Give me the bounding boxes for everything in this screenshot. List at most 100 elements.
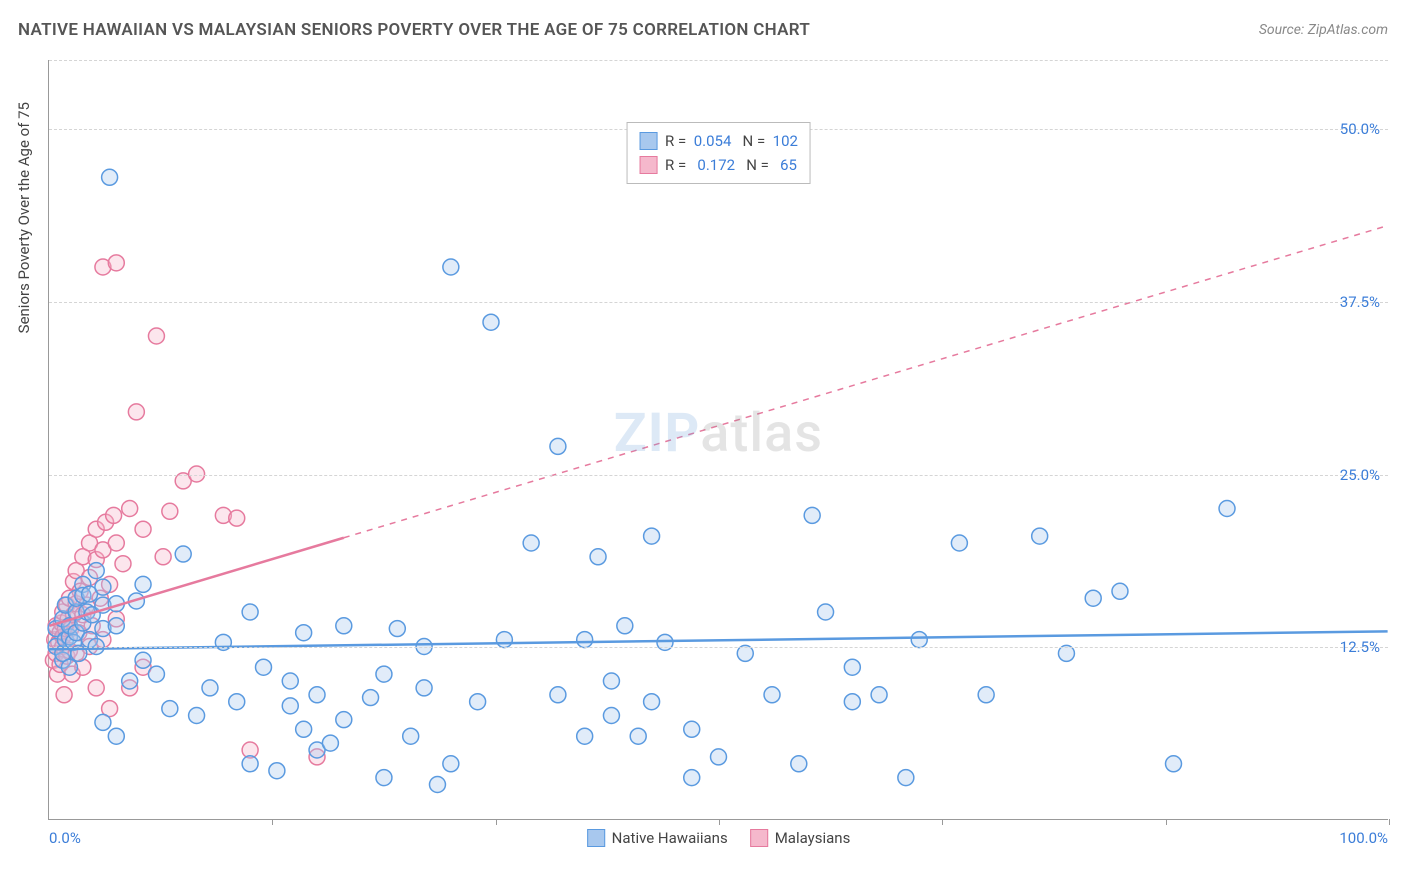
legend-item-malaysians: Malaysians xyxy=(750,829,851,847)
point-hawaiians xyxy=(189,708,205,724)
point-hawaiians xyxy=(389,621,405,637)
point-hawaiians xyxy=(644,694,660,710)
point-hawaiians xyxy=(416,680,432,696)
point-hawaiians xyxy=(603,708,619,724)
point-hawaiians xyxy=(108,728,124,744)
point-hawaiians xyxy=(764,687,780,703)
point-malaysians xyxy=(148,328,164,344)
point-hawaiians xyxy=(1112,583,1128,599)
point-hawaiians xyxy=(135,652,151,668)
point-hawaiians xyxy=(282,673,298,689)
swatch-malaysians xyxy=(639,156,657,174)
point-hawaiians xyxy=(175,546,191,562)
point-hawaiians xyxy=(282,698,298,714)
point-malaysians xyxy=(229,510,245,526)
point-hawaiians xyxy=(148,666,164,682)
point-hawaiians xyxy=(1219,501,1235,517)
point-hawaiians xyxy=(61,659,77,675)
point-malaysians xyxy=(106,507,122,523)
chart-plot-area: 12.5%25.0%37.5%50.0% 0.0% 100.0% ZIPatla… xyxy=(48,60,1388,820)
point-hawaiians xyxy=(443,259,459,275)
point-hawaiians xyxy=(95,579,111,595)
x-axis-max-label: 100.0% xyxy=(1339,829,1388,847)
chart-title: NATIVE HAWAIIAN VS MALAYSIAN SENIORS POV… xyxy=(18,20,810,40)
point-hawaiians xyxy=(322,735,338,751)
swatch-malaysians xyxy=(750,829,768,847)
point-hawaiians xyxy=(470,694,486,710)
stats-text: R = 0.054 N = 102 xyxy=(665,129,798,153)
y-tick-label: 37.5% xyxy=(1340,293,1380,311)
source-attribution: Source: ZipAtlas.com xyxy=(1259,22,1388,38)
gridline xyxy=(49,302,1388,303)
legend-item-hawaiians: Native Hawaiians xyxy=(587,829,728,847)
point-hawaiians xyxy=(296,721,312,737)
point-hawaiians xyxy=(630,728,646,744)
point-hawaiians xyxy=(256,659,272,675)
point-hawaiians xyxy=(603,673,619,689)
point-hawaiians xyxy=(617,618,633,634)
point-hawaiians xyxy=(162,701,178,717)
point-hawaiians xyxy=(711,749,727,765)
point-hawaiians xyxy=(296,625,312,641)
point-malaysians xyxy=(122,501,138,517)
point-hawaiians xyxy=(376,770,392,786)
legend-label: Malaysians xyxy=(775,829,851,847)
point-hawaiians xyxy=(269,763,285,779)
point-hawaiians xyxy=(590,549,606,565)
point-hawaiians xyxy=(108,618,124,634)
point-malaysians xyxy=(108,255,124,271)
point-hawaiians xyxy=(791,756,807,772)
stats-row-malaysians: R = 0.172 N = 65 xyxy=(639,153,798,177)
point-malaysians xyxy=(108,535,124,551)
point-hawaiians xyxy=(804,507,820,523)
point-hawaiians xyxy=(309,687,325,703)
point-malaysians xyxy=(56,687,72,703)
point-malaysians xyxy=(155,549,171,565)
point-hawaiians xyxy=(229,694,245,710)
x-tick xyxy=(1166,819,1167,825)
point-hawaiians xyxy=(403,728,419,744)
y-tick-label: 50.0% xyxy=(1340,120,1380,138)
point-hawaiians xyxy=(978,687,994,703)
point-hawaiians xyxy=(336,618,352,634)
point-hawaiians xyxy=(242,604,258,620)
y-tick-label: 25.0% xyxy=(1340,466,1380,484)
point-hawaiians xyxy=(550,438,566,454)
gridline xyxy=(49,475,1388,476)
point-hawaiians xyxy=(871,687,887,703)
point-hawaiians xyxy=(496,632,512,648)
point-hawaiians xyxy=(523,535,539,551)
stats-text: R = 0.172 N = 65 xyxy=(665,153,797,177)
point-hawaiians xyxy=(577,728,593,744)
point-hawaiians xyxy=(550,687,566,703)
point-hawaiians xyxy=(898,770,914,786)
x-tick xyxy=(942,819,943,825)
point-hawaiians xyxy=(1166,756,1182,772)
point-malaysians xyxy=(88,680,104,696)
point-hawaiians xyxy=(242,756,258,772)
point-hawaiians xyxy=(336,712,352,728)
x-tick xyxy=(719,819,720,825)
x-axis-min-label: 0.0% xyxy=(49,829,81,847)
swatch-hawaiians xyxy=(639,132,657,150)
header: NATIVE HAWAIIAN VS MALAYSIAN SENIORS POV… xyxy=(18,20,1388,40)
y-axis-label: Seniors Poverty Over the Age of 75 xyxy=(15,102,33,333)
point-hawaiians xyxy=(577,632,593,648)
point-malaysians xyxy=(162,503,178,519)
point-hawaiians xyxy=(443,756,459,772)
point-malaysians xyxy=(115,556,131,572)
x-tick xyxy=(272,819,273,825)
legend-label: Native Hawaiians xyxy=(612,829,728,847)
point-hawaiians xyxy=(376,666,392,682)
point-hawaiians xyxy=(1032,528,1048,544)
gridline xyxy=(49,647,1388,648)
point-hawaiians xyxy=(844,694,860,710)
point-hawaiians xyxy=(95,714,111,730)
point-hawaiians xyxy=(951,535,967,551)
point-malaysians xyxy=(135,521,151,537)
point-hawaiians xyxy=(202,680,218,696)
gridline xyxy=(49,60,1388,61)
point-hawaiians xyxy=(684,721,700,737)
point-hawaiians xyxy=(911,632,927,648)
point-hawaiians xyxy=(122,673,138,689)
